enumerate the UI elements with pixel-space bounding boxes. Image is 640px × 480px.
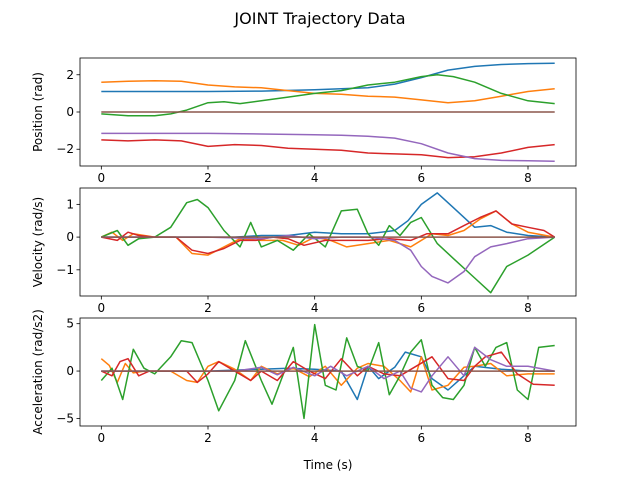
series-line-1-5 [101, 132, 555, 163]
subplot-1: 0 2 4 6 8 −2 0 2 Position (rad) [31, 57, 577, 185]
y-axis-label-1: Position (rad) [31, 72, 45, 152]
x-tick-label: 4 [311, 431, 319, 445]
x-tick-label: 0 [98, 301, 106, 315]
subplot-2: 0 2 4 6 8 −1 0 1 Velocity (rad/s) [31, 187, 577, 315]
y-tick-label: 5 [66, 317, 74, 331]
figure-title: JOINT Trajectory Data [233, 9, 405, 28]
x-tick-label: 0 [98, 431, 106, 445]
x-tick-label: 8 [524, 301, 532, 315]
series-line-3-5 [101, 346, 555, 393]
series-line-1-2 [101, 79, 555, 104]
y-axis-label-3: Acceleration (rad/s2) [31, 309, 45, 435]
y-tick-label: −1 [56, 263, 74, 277]
x-tick-label: 2 [204, 301, 212, 315]
x-tick-label: 2 [204, 171, 212, 185]
x-tick-label: 8 [524, 431, 532, 445]
y-tick-label: −5 [56, 411, 74, 425]
series-line-2-4 [101, 210, 556, 255]
x-tick-label: 0 [98, 171, 106, 185]
y-tick-label: 2 [66, 68, 74, 82]
x-tick-label: 2 [204, 431, 212, 445]
x-tick-label: 4 [311, 171, 319, 185]
axes-frame-3 [79, 317, 577, 427]
x-axis-label: Time (s) [303, 458, 353, 472]
series-line-3-3 [100, 323, 555, 420]
subplot-3: 0 2 4 6 8 −5 0 5 Acceleration (rad/s2) [31, 309, 577, 445]
series-line-2-3 [101, 198, 556, 294]
x-tick-label: 8 [524, 171, 532, 185]
y-tick-label: 1 [66, 197, 74, 211]
y-tick-label: 0 [66, 105, 74, 119]
axes-frame-2 [79, 187, 577, 297]
x-tick-label: 6 [418, 431, 426, 445]
y-tick-label: 0 [66, 364, 74, 378]
y-tick-label: −2 [56, 142, 74, 156]
y-tick-label: 0 [66, 230, 74, 244]
x-tick-label: 6 [418, 171, 426, 185]
series-line-1-4 [101, 139, 555, 159]
series-line-1-1 [101, 62, 555, 93]
x-tick-label: 6 [418, 301, 426, 315]
x-tick-label: 4 [311, 301, 319, 315]
series-line-2-5 [101, 234, 555, 284]
y-axis-label-2: Velocity (rad/s) [31, 197, 45, 287]
subplot-panels: 0 2 4 6 8 −2 0 2 Position (rad) 0 2 4 6 8 −1 0 1 Velocity… [31, 57, 577, 445]
